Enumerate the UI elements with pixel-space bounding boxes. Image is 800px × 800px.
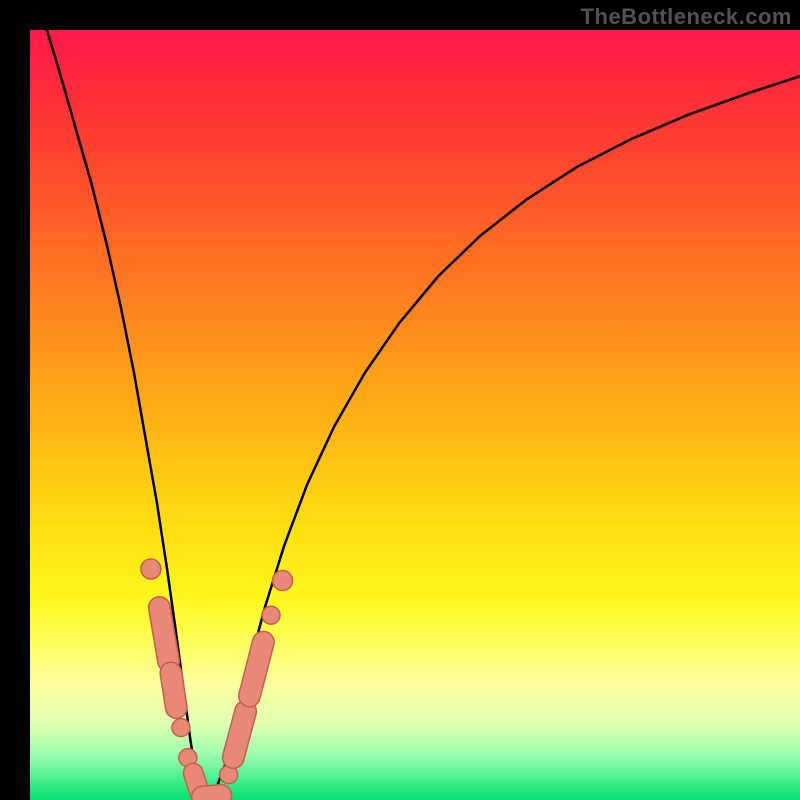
marker-dot xyxy=(141,559,161,579)
marker-capsule xyxy=(171,673,176,708)
marker-dot xyxy=(262,606,280,624)
plot-background xyxy=(30,30,800,800)
marker-capsule xyxy=(249,642,263,696)
marker-dot xyxy=(172,719,190,737)
marker-capsule xyxy=(233,711,245,757)
marker-dot xyxy=(273,571,293,591)
bottleneck-curve-chart xyxy=(0,0,800,800)
watermark-text: TheBottleneck.com xyxy=(581,4,792,30)
marker-capsule xyxy=(159,608,168,662)
marker-capsule xyxy=(202,795,220,797)
chart-canvas: TheBottleneck.com xyxy=(0,0,800,800)
